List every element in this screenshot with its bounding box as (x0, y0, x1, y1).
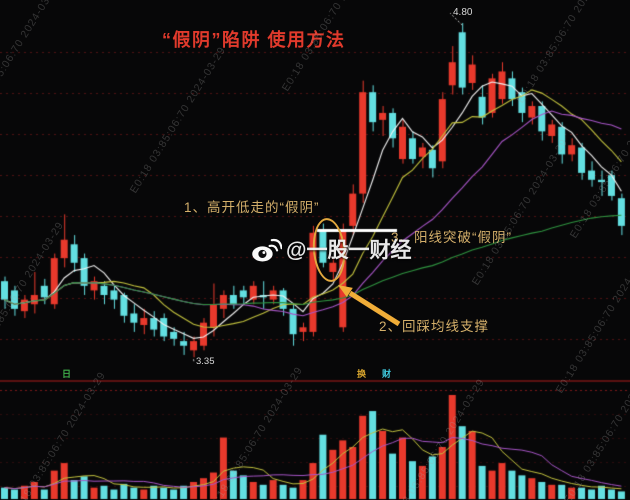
candlestick-chart-canvas (0, 0, 630, 500)
stock-chart-screenshot: “假阴”陷阱 使用方法 1、高开低走的“假阴” 3、阳线突破“假阴” 2、回踩均… (0, 0, 630, 500)
